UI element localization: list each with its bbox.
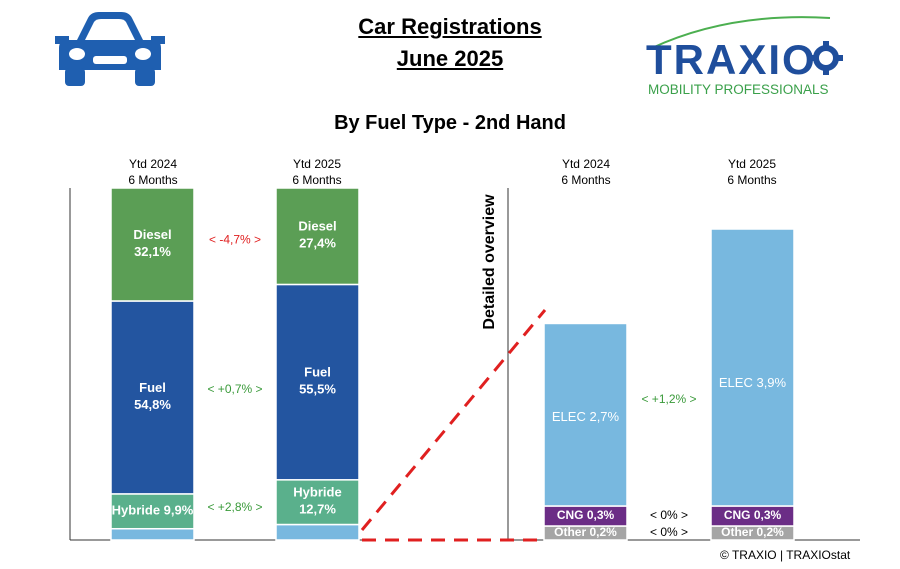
- copyright-text: © TRAXIO | TRAXIOstat: [720, 548, 851, 562]
- right-delta-elec: < +1,2% >: [641, 392, 696, 406]
- left-delta-diesel: < -4,7% >: [209, 233, 261, 247]
- left-label-fuel-1: Fuel 55,5%: [299, 365, 336, 397]
- left-label-diesel-0: Diesel 32,1%: [133, 227, 171, 259]
- right-label-elec-0: ELEC 2,7%: [552, 409, 620, 424]
- left-cat-0-line2: 6 Months: [128, 173, 177, 187]
- right-label-elec-1: ELEC 3,9%: [719, 375, 787, 390]
- left-cat-1-line2: 6 Months: [292, 173, 341, 187]
- right-label-other-0: Other 0,2%: [554, 525, 617, 539]
- right-delta-other: < 0% >: [650, 525, 688, 539]
- labels-group: Diesel 32,1% Diesel 27,4% Fuel 54,8% Fuel 55,5%…: [112, 219, 787, 539]
- right-label-cng-1: CNG 0,3%: [724, 508, 782, 522]
- left-bar-elec-cng-other-1: [275, 523, 360, 541]
- left-bar-diesel-1: [275, 187, 360, 286]
- left-cat-0-line1: Ytd 2024: [129, 157, 177, 171]
- left-bar-diesel-0: [110, 187, 195, 302]
- left-label-hybride-0: Hybride 9,9%: [112, 503, 194, 518]
- right-label-cng-0: CNG 0,3%: [557, 508, 615, 522]
- left-delta-hybride: < +2,8% >: [207, 500, 262, 514]
- traxio-logo: TRAXIO MOBILITY PROFESSIONALS: [640, 10, 860, 100]
- left-bar-fuel-1: [275, 283, 360, 481]
- logo-tagline: MOBILITY PROFESSIONALS: [648, 82, 829, 97]
- right-y-axis-label: Detailed overview: [481, 194, 498, 330]
- right-cat-1-line1: Ytd 2025: [728, 157, 776, 171]
- left-label-diesel-1: Diesel 27,4%: [298, 219, 336, 251]
- left-bars-group: [110, 187, 360, 541]
- left-bar-elec-cng-other-0: [110, 527, 195, 541]
- left-cat-1-line1: Ytd 2025: [293, 157, 341, 171]
- left-bar-fuel-0: [110, 300, 195, 495]
- left-label-hybride-1: Hybride 12,7%: [293, 485, 341, 517]
- right-bar-elec-1: [710, 228, 795, 507]
- chart-subtitle: By Fuel Type - 2nd Hand: [334, 112, 566, 134]
- right-bars-group: [543, 228, 795, 541]
- right-label-other-1: Other 0,2%: [721, 525, 784, 539]
- right-cat-1-line2: 6 Months: [727, 173, 776, 187]
- zoom-connector-top: [360, 309, 547, 531]
- left-bar-hybride-1: [275, 479, 360, 526]
- car-icon: [55, 12, 165, 86]
- right-cat-0-line1: Ytd 2024: [562, 157, 610, 171]
- page-title-line1: Car Registrations: [358, 14, 542, 39]
- page-title-line2: June 2025: [396, 46, 504, 71]
- left-label-fuel-0: Fuel 54,8%: [134, 380, 171, 412]
- right-delta-cng: < 0% >: [650, 508, 688, 522]
- right-cat-0-line2: 6 Months: [561, 173, 610, 187]
- right-bar-elec-0: [543, 322, 628, 507]
- left-delta-fuel: < +0,7% >: [207, 382, 262, 396]
- logo-wordmark: TRAXIO: [646, 36, 817, 83]
